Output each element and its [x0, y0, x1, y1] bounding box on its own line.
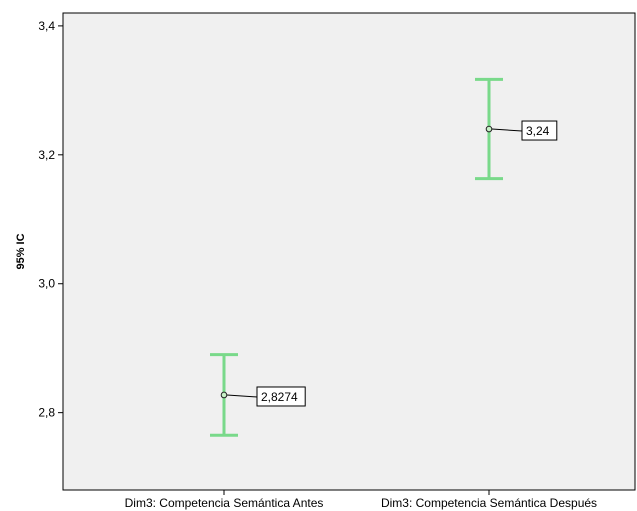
- y-tick-label: 3,0: [38, 277, 55, 291]
- y-axis: 2,8 3,0 3,2 3,4: [38, 19, 63, 420]
- plot-area: [62, 12, 636, 491]
- data-label-leader: [491, 128, 523, 132]
- data-label: 3,24: [526, 124, 550, 138]
- mean-marker: [485, 125, 493, 133]
- y-tick-label: 3,4: [38, 19, 55, 33]
- data-label-box: [256, 386, 306, 407]
- error-bars: 2,8274 3,24: [210, 77, 558, 437]
- error-bar-2: 3,24: [475, 77, 558, 181]
- error-bar-1: 2,8274: [210, 353, 306, 437]
- y-tick-label: 2,8: [38, 406, 55, 420]
- data-label-leader: [226, 394, 258, 398]
- x-axis: Dim3: Competencia Semántica Antes Dim3: C…: [125, 490, 597, 510]
- data-label-box: [521, 120, 558, 141]
- x-tick-label: Dim3: Competencia Semántica Después: [381, 496, 597, 510]
- y-tick-label: 3,2: [38, 148, 55, 162]
- mean-marker: [220, 391, 228, 399]
- data-label: 2,8274: [261, 390, 298, 404]
- y-axis-title: 95% IC: [15, 233, 27, 269]
- x-tick-label: Dim3: Competencia Semántica Antes: [125, 496, 324, 510]
